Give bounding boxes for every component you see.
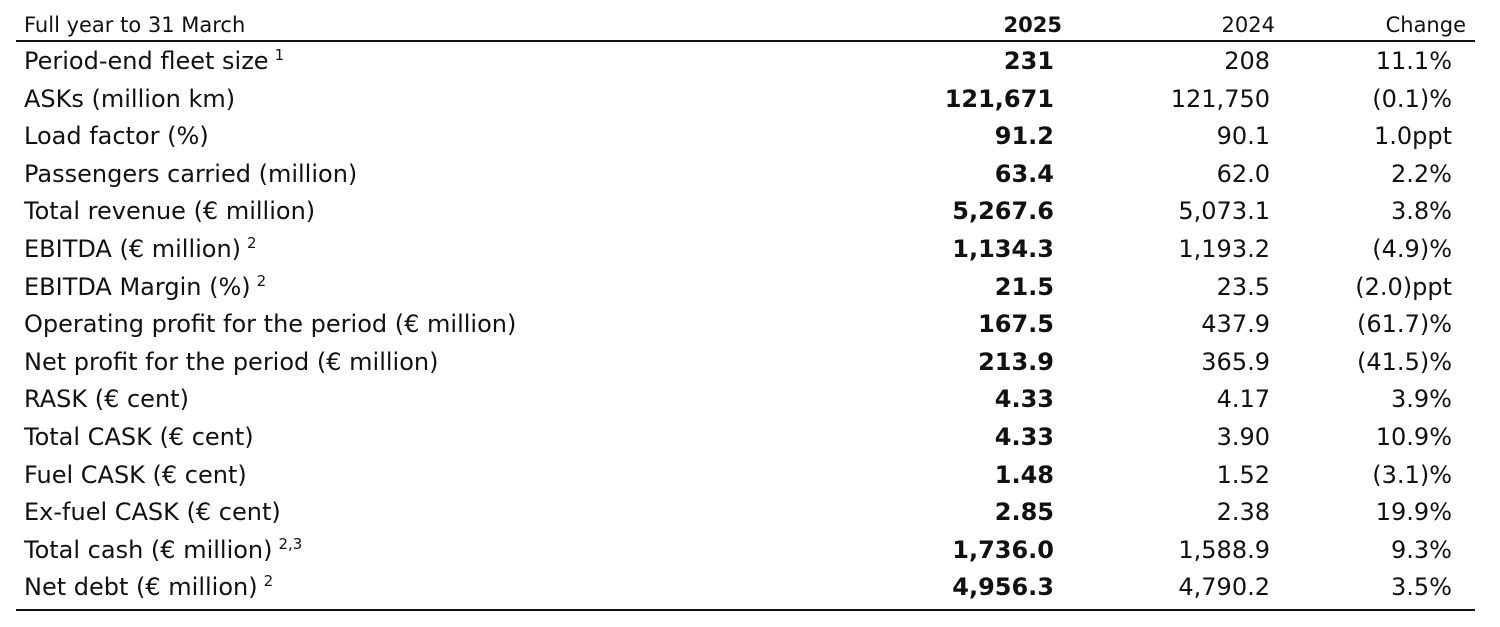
- row-label: EBITDA Margin (%) 2: [24, 271, 267, 301]
- row-label: Operating profit for the period (€ milli…: [24, 310, 517, 339]
- value-change: (2.0)ppt: [1355, 272, 1452, 301]
- value-2025: 2.85: [994, 498, 1054, 527]
- table-row: Net profit for the period (€ million) 21…: [0, 344, 1500, 382]
- value-change: 11.1%: [1375, 47, 1452, 75]
- value-2024: 2.38: [1216, 498, 1270, 527]
- value-2025: 1,134.3: [952, 234, 1054, 263]
- value-2025: 4,956.3: [952, 573, 1054, 602]
- value-change: (41.5)%: [1357, 347, 1452, 376]
- value-2024: 90.1: [1216, 122, 1270, 151]
- row-label: Total revenue (€ million): [24, 197, 316, 226]
- value-2024: 121,750: [1170, 84, 1270, 113]
- value-2024: 365.9: [1201, 347, 1270, 376]
- row-label: Total CASK (€ cent): [24, 422, 254, 451]
- value-2024: 3.90: [1216, 422, 1270, 451]
- footnote-ref: 2,3: [278, 534, 303, 553]
- value-change: (61.7)%: [1357, 310, 1452, 339]
- value-change: 3.9%: [1391, 385, 1452, 414]
- row-label: Period-end fleet size 1: [24, 46, 285, 75]
- table-row: ASKs (million km) 121,671 121,750 (0.1)%: [0, 81, 1500, 119]
- value-2025: 4.33: [994, 422, 1054, 451]
- header-divider: [16, 40, 1475, 42]
- row-label: EBITDA (€ million) 2: [24, 233, 257, 263]
- value-2024: 1,588.9: [1178, 535, 1270, 564]
- value-2025: 213.9: [978, 347, 1054, 376]
- table-row: Passengers carried (million) 63.4 62.0 2…: [0, 156, 1500, 194]
- table-row: Period-end fleet size 1 231 208 11.1%: [0, 43, 1500, 81]
- value-change: 1.0ppt: [1373, 122, 1452, 151]
- value-change: 3.5%: [1391, 573, 1452, 602]
- row-label: Fuel CASK (€ cent): [24, 460, 247, 489]
- value-2025: 1,736.0: [952, 535, 1054, 564]
- row-label: ASKs (million km): [24, 84, 236, 113]
- table-bottom-rule: [16, 609, 1475, 611]
- table-row: Total cash (€ million) 2,3 1,736.0 1,588.…: [0, 532, 1500, 570]
- value-2024: 5,073.1: [1178, 197, 1270, 226]
- value-2024: 23.5: [1216, 272, 1270, 301]
- row-label: Load factor (%): [24, 122, 209, 151]
- footnote-ref: 2: [256, 271, 267, 290]
- value-2025: 121,671: [944, 84, 1054, 113]
- table-row: Total CASK (€ cent) 4.33 3.90 10.9%: [0, 419, 1500, 457]
- value-2025: 63.4: [994, 159, 1054, 188]
- value-2024: 437.9: [1201, 310, 1270, 339]
- value-2024: 1.52: [1216, 460, 1270, 489]
- table-row: Total revenue (€ million) 5,267.6 5,073.…: [0, 193, 1500, 231]
- value-2024: 4,790.2: [1178, 573, 1270, 602]
- value-2025: 231: [1003, 47, 1054, 75]
- row-label: Net profit for the period (€ million): [24, 347, 439, 376]
- table-row: Ex-fuel CASK (€ cent) 2.85 2.38 19.9%: [0, 494, 1500, 532]
- row-label: Total cash (€ million) 2,3: [24, 534, 303, 564]
- value-change: 3.8%: [1391, 197, 1452, 226]
- table-row: Load factor (%) 91.2 90.1 1.0ppt: [0, 118, 1500, 156]
- column-header-change: Change: [1385, 13, 1466, 37]
- row-label: Net debt (€ million) 2: [24, 572, 274, 602]
- period-label: Full year to 31 March: [24, 13, 246, 37]
- value-2024: 62.0: [1216, 159, 1270, 188]
- row-label: Ex-fuel CASK (€ cent): [24, 498, 281, 527]
- value-2025: 1.48: [994, 460, 1054, 489]
- value-change: (0.1)%: [1372, 84, 1452, 113]
- value-change: 9.3%: [1391, 535, 1452, 564]
- value-2025: 5,267.6: [952, 197, 1054, 226]
- value-2025: 21.5: [994, 272, 1054, 301]
- value-change: 2.2%: [1391, 159, 1452, 188]
- table-row: EBITDA Margin (%) 2 21.5 23.5 (2.0)ppt: [0, 269, 1500, 307]
- value-2025: 4.33: [994, 385, 1054, 414]
- value-2024: 4.17: [1216, 385, 1270, 414]
- table-row: EBITDA (€ million) 2 1,134.3 1,193.2 (4.9…: [0, 231, 1500, 269]
- value-2024: 1,193.2: [1178, 234, 1270, 263]
- table-row: RASK (€ cent) 4.33 4.17 3.9%: [0, 381, 1500, 419]
- table-row: Operating profit for the period (€ milli…: [0, 306, 1500, 344]
- row-label: RASK (€ cent): [24, 385, 189, 414]
- footnote-ref: 2: [263, 572, 274, 591]
- value-change: 19.9%: [1375, 498, 1452, 527]
- table-header-row: Full year to 31 March 2025 2024 Change: [0, 0, 1500, 42]
- value-2025: 91.2: [994, 122, 1054, 151]
- value-change: 10.9%: [1375, 422, 1452, 451]
- table-row: Fuel CASK (€ cent) 1.48 1.52 (3.1)%: [0, 457, 1500, 495]
- value-2025: 167.5: [978, 310, 1054, 339]
- table-row: Net debt (€ million) 2 4,956.3 4,790.2 3.…: [0, 569, 1500, 607]
- column-header-2024: 2024: [1221, 13, 1275, 37]
- row-label: Passengers carried (million): [24, 159, 358, 188]
- value-change: (4.9)%: [1372, 234, 1452, 263]
- column-header-2025: 2025: [1003, 13, 1062, 37]
- kpi-table: Period-end fleet size 1 231 208 11.1% ASK…: [0, 43, 1500, 607]
- value-change: (3.1)%: [1372, 460, 1452, 489]
- footnote-ref: 2: [247, 233, 257, 252]
- footnote-ref: 1: [274, 46, 285, 64]
- value-2024: 208: [1224, 47, 1270, 75]
